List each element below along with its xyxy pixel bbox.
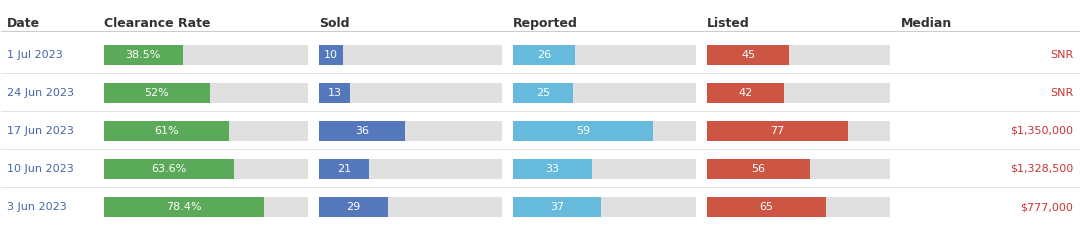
Text: 42: 42 — [739, 88, 753, 98]
FancyBboxPatch shape — [104, 121, 229, 141]
Text: Reported: Reported — [513, 17, 578, 30]
FancyBboxPatch shape — [104, 44, 183, 65]
Text: 59: 59 — [576, 126, 591, 136]
Text: 1 Jul 2023: 1 Jul 2023 — [6, 50, 63, 60]
Text: 78.4%: 78.4% — [166, 202, 202, 212]
Text: 24 Jun 2023: 24 Jun 2023 — [6, 88, 73, 98]
FancyBboxPatch shape — [513, 159, 697, 179]
FancyBboxPatch shape — [104, 197, 309, 217]
FancyBboxPatch shape — [320, 197, 388, 217]
FancyBboxPatch shape — [707, 121, 890, 141]
Text: $777,000: $777,000 — [1021, 202, 1074, 212]
Text: 36: 36 — [355, 126, 369, 136]
FancyBboxPatch shape — [320, 197, 502, 217]
FancyBboxPatch shape — [707, 44, 890, 65]
Text: Sold: Sold — [320, 17, 350, 30]
FancyBboxPatch shape — [513, 197, 697, 217]
Text: 56: 56 — [752, 164, 766, 174]
FancyBboxPatch shape — [104, 121, 309, 141]
FancyBboxPatch shape — [320, 121, 405, 141]
Text: 10: 10 — [324, 50, 338, 60]
Text: Listed: Listed — [707, 17, 750, 30]
Text: 3 Jun 2023: 3 Jun 2023 — [6, 202, 67, 212]
Text: 52%: 52% — [145, 88, 170, 98]
Text: 61%: 61% — [153, 126, 178, 136]
FancyBboxPatch shape — [707, 159, 810, 179]
Text: 65: 65 — [759, 202, 773, 212]
FancyBboxPatch shape — [707, 197, 890, 217]
FancyBboxPatch shape — [320, 44, 343, 65]
FancyBboxPatch shape — [320, 121, 502, 141]
FancyBboxPatch shape — [104, 44, 309, 65]
Text: 10 Jun 2023: 10 Jun 2023 — [6, 164, 73, 174]
FancyBboxPatch shape — [104, 159, 234, 179]
FancyBboxPatch shape — [320, 83, 350, 103]
FancyBboxPatch shape — [707, 44, 789, 65]
FancyBboxPatch shape — [104, 83, 309, 103]
FancyBboxPatch shape — [320, 83, 502, 103]
FancyBboxPatch shape — [104, 83, 211, 103]
Text: 33: 33 — [545, 164, 559, 174]
FancyBboxPatch shape — [513, 159, 592, 179]
Text: Clearance Rate: Clearance Rate — [104, 17, 211, 30]
Text: 29: 29 — [347, 202, 361, 212]
Text: 25: 25 — [536, 88, 550, 98]
Text: 13: 13 — [327, 88, 341, 98]
FancyBboxPatch shape — [513, 83, 697, 103]
Text: 38.5%: 38.5% — [125, 50, 161, 60]
FancyBboxPatch shape — [707, 197, 826, 217]
FancyBboxPatch shape — [513, 121, 653, 141]
FancyBboxPatch shape — [104, 159, 309, 179]
Text: Date: Date — [6, 17, 40, 30]
FancyBboxPatch shape — [104, 197, 265, 217]
Text: SNR: SNR — [1050, 50, 1074, 60]
FancyBboxPatch shape — [320, 159, 369, 179]
Text: 21: 21 — [337, 164, 351, 174]
FancyBboxPatch shape — [513, 83, 572, 103]
FancyBboxPatch shape — [513, 121, 697, 141]
Text: 63.6%: 63.6% — [151, 164, 187, 174]
Text: Median: Median — [901, 17, 953, 30]
Text: 17 Jun 2023: 17 Jun 2023 — [6, 126, 73, 136]
FancyBboxPatch shape — [513, 44, 575, 65]
FancyBboxPatch shape — [707, 83, 784, 103]
Text: SNR: SNR — [1050, 88, 1074, 98]
FancyBboxPatch shape — [320, 159, 502, 179]
FancyBboxPatch shape — [513, 197, 602, 217]
Text: 37: 37 — [550, 202, 564, 212]
FancyBboxPatch shape — [513, 44, 697, 65]
Text: 77: 77 — [770, 126, 784, 136]
Text: $1,350,000: $1,350,000 — [1010, 126, 1074, 136]
Text: 45: 45 — [741, 50, 755, 60]
Text: 26: 26 — [537, 50, 551, 60]
FancyBboxPatch shape — [707, 159, 890, 179]
FancyBboxPatch shape — [707, 83, 890, 103]
FancyBboxPatch shape — [320, 44, 502, 65]
Text: $1,328,500: $1,328,500 — [1010, 164, 1074, 174]
FancyBboxPatch shape — [707, 121, 848, 141]
